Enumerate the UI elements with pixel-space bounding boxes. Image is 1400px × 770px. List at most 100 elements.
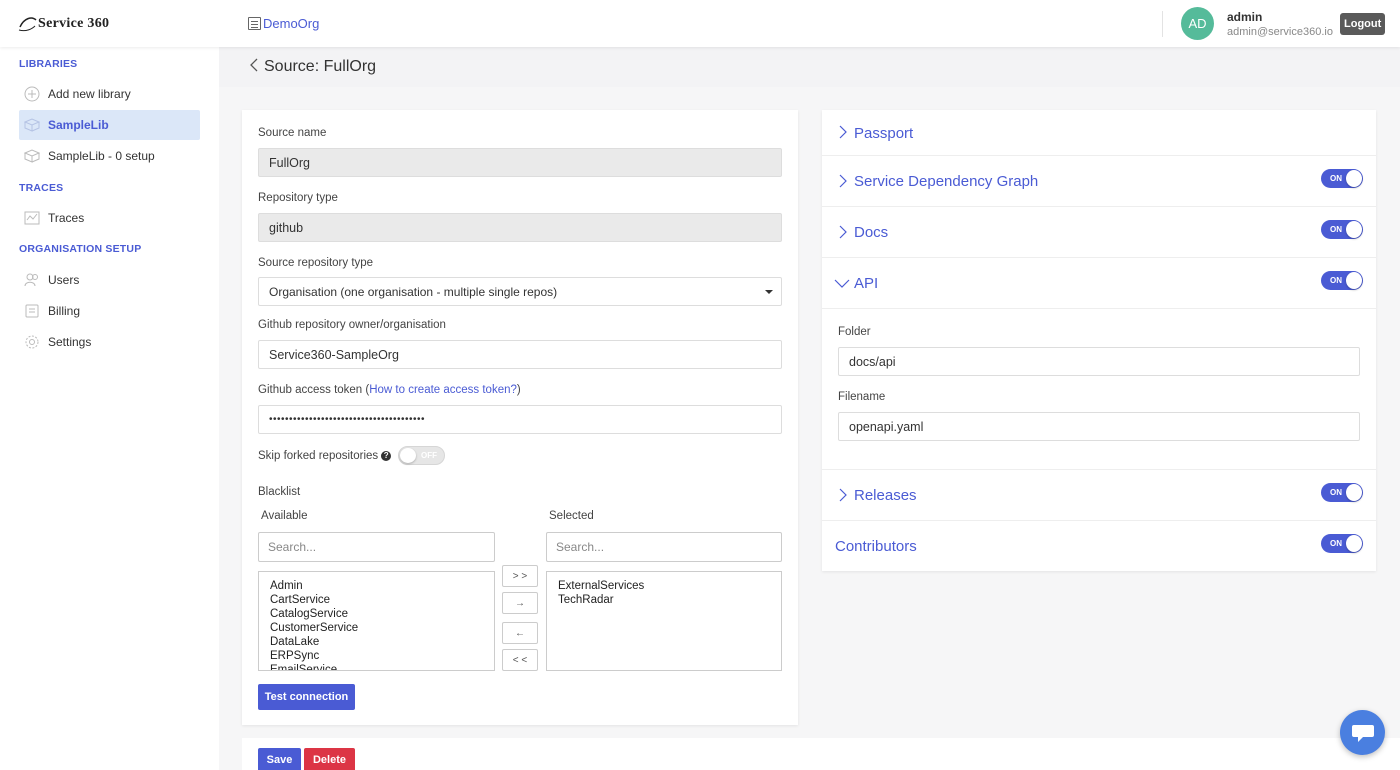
sidebar-item-billing[interactable]: Billing	[19, 296, 200, 326]
sidebar-item-traces[interactable]: Traces	[19, 203, 200, 233]
add-library-button[interactable]: Add new library	[19, 79, 200, 109]
contributors-toggle[interactable]: ON	[1321, 534, 1363, 553]
toggle-state: ON	[1330, 488, 1342, 497]
source-name-label: Source name	[258, 127, 327, 139]
chevron-right-icon	[839, 125, 847, 139]
toggle-knob	[1346, 484, 1362, 501]
token-label-suffix: )	[516, 384, 521, 396]
move-all-right-button[interactable]: > >	[502, 565, 538, 587]
source-repo-type-label: Source repository type	[258, 257, 374, 269]
filename-field[interactable]: openapi.yaml	[838, 412, 1360, 441]
list-item[interactable]: TechRadar	[558, 594, 614, 606]
api-title[interactable]: API	[854, 275, 879, 292]
service-dependency-graph-toggle[interactable]: ON	[1321, 169, 1363, 188]
users-icon	[23, 272, 40, 289]
token-field[interactable]: •••••••••••••••••••••••••••••••••••••••	[258, 405, 782, 434]
folder-field[interactable]: docs/api	[838, 347, 1360, 376]
list-item[interactable]: ERPSync	[270, 650, 320, 662]
back-chevron-icon[interactable]	[247, 57, 263, 73]
accordion-passport[interactable]: Passport	[822, 110, 1376, 156]
user-name: admin	[1227, 10, 1263, 24]
list-item[interactable]: Admin	[270, 580, 303, 592]
sidebar-item-label: Settings	[48, 335, 92, 349]
service-dependency-graph-title: Service Dependency Graph	[854, 173, 1039, 190]
user-email: admin@service360.io	[1227, 26, 1333, 38]
token-label: Github access token (How to create acces…	[258, 384, 521, 396]
toggle-knob	[1346, 272, 1362, 289]
move-left-button[interactable]: ←	[502, 622, 538, 644]
toggle-knob	[1346, 221, 1362, 238]
blacklist-label: Blacklist	[258, 486, 301, 498]
box-icon	[23, 148, 40, 165]
list-item[interactable]: DataLake	[270, 636, 320, 648]
logout-button[interactable]: Logout	[1340, 13, 1386, 35]
move-right-button[interactable]: →	[502, 592, 538, 614]
api-divider	[822, 308, 1376, 309]
save-button[interactable]: Save	[258, 748, 301, 770]
service360-logo[interactable]: Service 360	[18, 12, 109, 36]
sidebar-item-label: Billing	[48, 304, 81, 318]
available-search-input[interactable]: Search...	[258, 532, 495, 562]
accordion-contributors[interactable]: Contributors ON	[822, 521, 1376, 571]
selected-search-input[interactable]: Search...	[546, 532, 782, 562]
skip-forked-text: Skip forked repositories	[258, 450, 379, 462]
accordion-api: API ON Folder docs/api Filename openapi.…	[822, 258, 1376, 470]
toggle-knob	[1346, 535, 1362, 552]
top-bar: Service 360 DemoOrg AD admin admin@servi…	[0, 0, 1400, 47]
toggle-state: ON	[1330, 276, 1342, 285]
accordion-service-dependency-graph[interactable]: Service Dependency Graph ON	[822, 156, 1376, 207]
sidebar-item-samplelib-0-setup[interactable]: SampleLib - 0 setup	[19, 141, 200, 171]
releases-toggle[interactable]: ON	[1321, 483, 1363, 502]
source-form-card: Source name FullOrg Repository type gith…	[242, 110, 798, 725]
toggle-knob	[1346, 170, 1362, 187]
avatar[interactable]: AD	[1181, 7, 1214, 40]
toggle-knob	[400, 448, 416, 463]
token-help-link[interactable]: How to create access token?	[369, 384, 517, 396]
chat-support-button[interactable]	[1340, 710, 1385, 755]
selected-list[interactable]: ExternalServices TechRadar	[546, 571, 782, 671]
list-item[interactable]: EmailService	[270, 664, 338, 671]
docs-title: Docs	[854, 224, 889, 241]
list-item[interactable]: CatalogService	[270, 608, 348, 620]
list-item[interactable]: CartService	[270, 594, 331, 606]
docs-toggle[interactable]: ON	[1321, 220, 1363, 239]
owner-label: Github repository owner/organisation	[258, 319, 446, 331]
sidebar-item-label: SampleLib - 0 setup	[48, 149, 155, 163]
logo-swoosh-icon	[18, 17, 37, 32]
list-item[interactable]: ExternalServices	[558, 580, 645, 592]
accordion-docs[interactable]: Docs ON	[822, 207, 1376, 258]
test-connection-button[interactable]: Test connection	[258, 684, 355, 710]
sidebar-item-users[interactable]: Users	[19, 265, 200, 295]
accordion-releases[interactable]: Releases ON	[822, 470, 1376, 521]
gear-icon	[23, 334, 40, 351]
add-library-label: Add new library	[48, 87, 131, 101]
passport-title: Passport	[854, 125, 914, 142]
source-repo-type-select[interactable]: Organisation (one organisation - multipl…	[258, 277, 782, 306]
chat-bubble-icon	[1351, 724, 1374, 742]
sidebar-item-label: Users	[48, 273, 80, 287]
question-icon[interactable]: ?	[381, 450, 392, 461]
releases-title: Releases	[854, 487, 917, 504]
sidebar-item-label: SampleLib	[48, 118, 109, 132]
toggle-state: OFF	[421, 451, 437, 460]
footer-actions-bar	[242, 738, 1400, 770]
token-label-prefix: Github access token (	[258, 384, 370, 396]
move-all-left-button[interactable]: < <	[502, 649, 538, 671]
chevron-down-icon[interactable]	[834, 276, 850, 290]
list-item[interactable]: CustomerService	[270, 622, 359, 634]
skip-forked-toggle[interactable]: OFF	[398, 446, 445, 465]
delete-button[interactable]: Delete	[304, 748, 355, 770]
chevron-right-icon	[839, 225, 847, 239]
page-title: Source: FullOrg	[264, 58, 377, 75]
contributors-title: Contributors	[835, 538, 917, 555]
api-toggle[interactable]: ON	[1321, 271, 1363, 290]
org-switcher[interactable]: DemoOrg	[248, 16, 319, 31]
skip-forked-label: Skip forked repositories?	[258, 450, 392, 462]
chevron-right-icon	[839, 488, 847, 502]
sidebar-item-settings[interactable]: Settings	[19, 327, 200, 357]
owner-field[interactable]: Service360-SampleOrg	[258, 340, 782, 369]
available-list[interactable]: Admin CartService CatalogService Custome…	[258, 571, 495, 671]
repo-type-label: Repository type	[258, 192, 338, 204]
header-divider	[1162, 11, 1163, 37]
sidebar-item-samplelib[interactable]: SampleLib	[19, 110, 200, 140]
